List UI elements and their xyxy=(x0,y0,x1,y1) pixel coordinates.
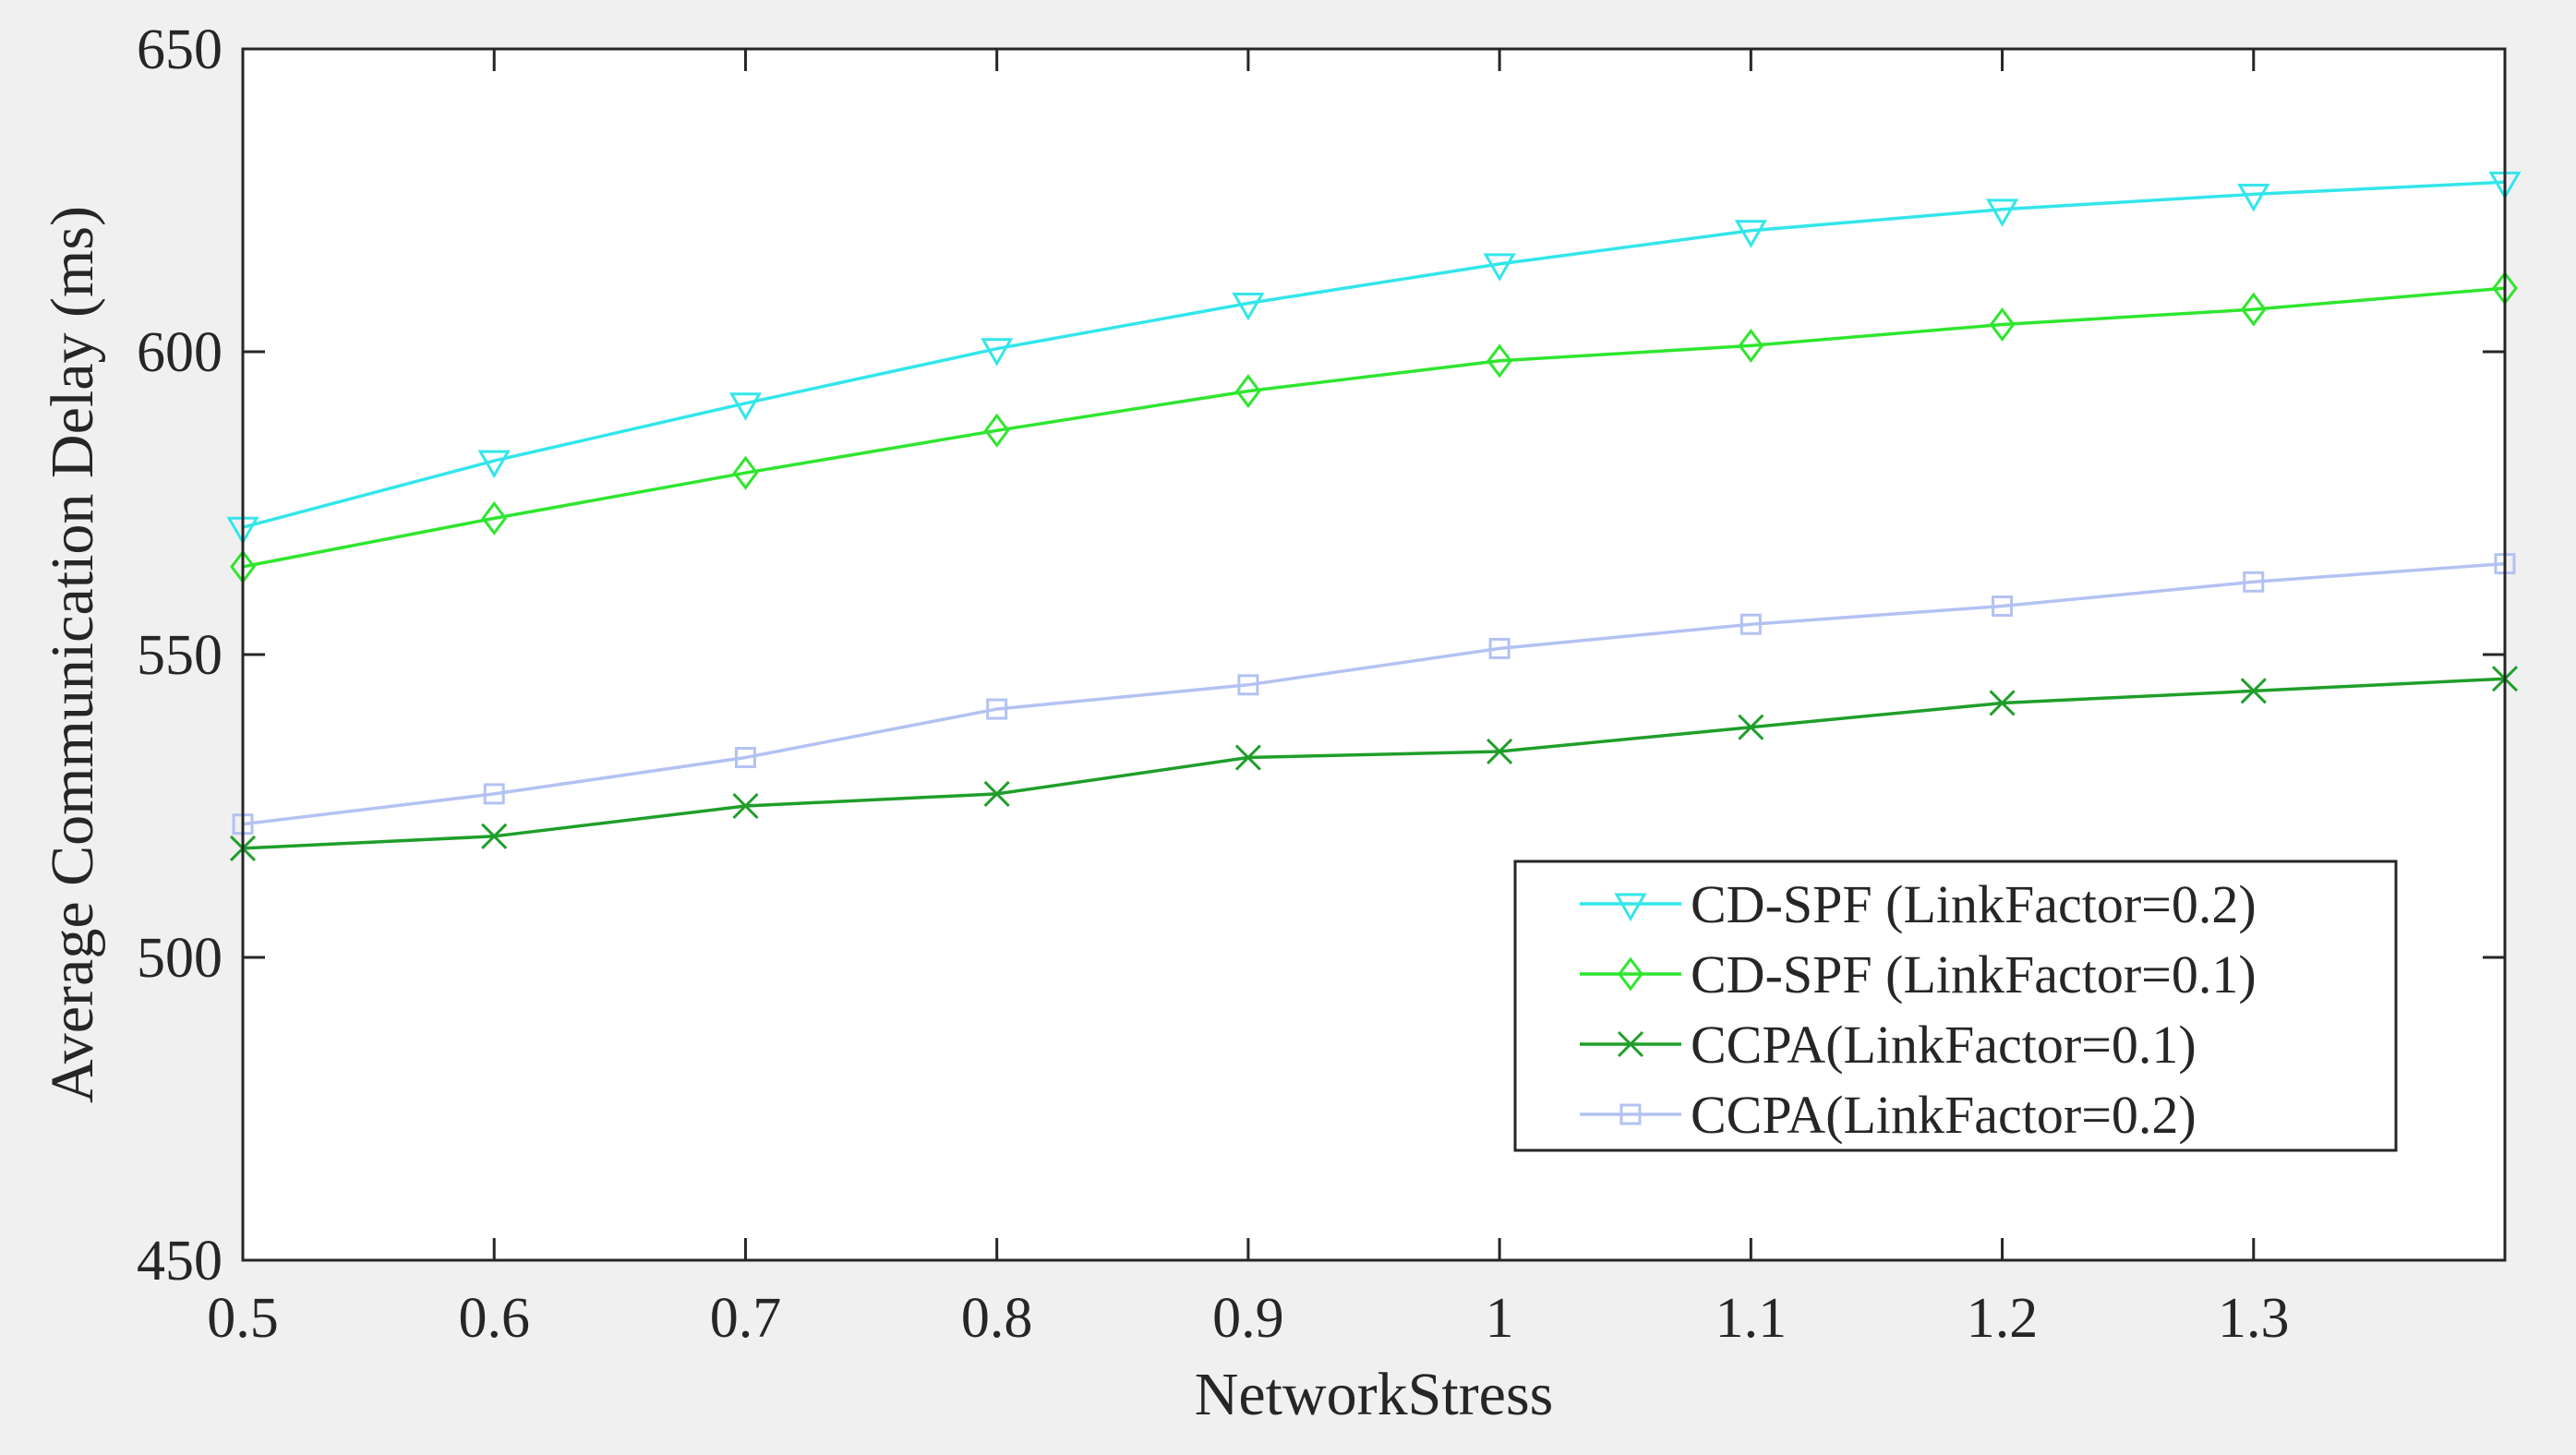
y-tick-label: 600 xyxy=(137,321,223,384)
data-point xyxy=(981,338,1014,367)
series xyxy=(226,171,2522,546)
data-point xyxy=(732,455,759,490)
data-point xyxy=(983,780,1010,807)
legend-marker xyxy=(1617,1030,1644,1058)
data-point xyxy=(483,783,505,805)
data-point xyxy=(1734,220,1767,248)
data-point xyxy=(734,747,756,769)
legend-label: CD-SPF (LinkFactor=0.1) xyxy=(1691,944,2257,1004)
data-point xyxy=(1738,714,1764,740)
data-point xyxy=(1739,613,1762,635)
x-tick-label: 0.6 xyxy=(458,1287,530,1350)
data-point xyxy=(2237,183,2270,212)
x-tick-label: 1.3 xyxy=(2218,1287,2290,1350)
data-point xyxy=(1237,674,1259,696)
x-tick-label: 0.7 xyxy=(710,1287,782,1350)
x-tick-label: 1 xyxy=(1486,1287,1514,1350)
legend-item: CCPA(LinkFactor=0.1) xyxy=(1580,1015,2197,1075)
series-line xyxy=(242,286,2506,569)
y-tick-label: 500 xyxy=(137,927,223,990)
series-layer xyxy=(226,171,2522,861)
data-point xyxy=(477,450,511,479)
legend-box xyxy=(1513,860,2398,1152)
legend-label: CCPA(LinkFactor=0.1) xyxy=(1691,1015,2197,1075)
data-point xyxy=(2240,292,2267,327)
x-tick-label: 0.9 xyxy=(1212,1287,1284,1350)
data-point xyxy=(2240,678,2267,704)
y-tick-label: 650 xyxy=(137,18,223,81)
legend-item: CD-SPF (LinkFactor=0.2) xyxy=(1580,874,2257,934)
series xyxy=(229,666,2519,861)
x-tick-label: 1.1 xyxy=(1715,1287,1788,1350)
data-point xyxy=(1483,253,1516,282)
data-point xyxy=(1487,343,1512,379)
legend-item: CCPA(LinkFactor=0.2) xyxy=(1580,1085,2197,1145)
data-point xyxy=(1232,293,1265,321)
legend-marker xyxy=(1619,1103,1642,1125)
data-point xyxy=(1738,328,1764,363)
legend-marker xyxy=(1614,893,1647,922)
y-axis-label: Average Communication Delay (ms) xyxy=(39,206,106,1103)
data-point xyxy=(2243,571,2265,593)
legend-item: CD-SPF (LinkFactor=0.1) xyxy=(1580,944,2257,1004)
data-point xyxy=(1989,690,2016,716)
data-point xyxy=(481,823,508,849)
legend: CD-SPF (LinkFactor=0.2) CD-SPF (LinkFacto… xyxy=(1513,860,2398,1152)
legend-marker xyxy=(1618,956,1643,992)
data-point xyxy=(732,792,759,820)
data-point xyxy=(481,500,508,535)
x-tick-label: 0.8 xyxy=(961,1287,1033,1350)
data-point xyxy=(1235,374,1261,409)
data-point xyxy=(1992,595,2014,618)
x-tick-label: 0.5 xyxy=(207,1287,279,1350)
data-point xyxy=(1985,198,2019,227)
data-point xyxy=(1989,307,2016,342)
ticks-layer: 0.5 0.6 0.7 0.8 0.9 1 1.1 1.2 1.3 450 500 550 600 650 xyxy=(137,18,2505,1350)
y-tick-label: 550 xyxy=(137,624,223,687)
data-point xyxy=(983,413,1010,448)
data-point xyxy=(1488,637,1511,659)
series-line xyxy=(242,677,2506,850)
data-point xyxy=(728,392,763,421)
x-tick-label: 1.2 xyxy=(1967,1287,2039,1350)
series-line xyxy=(242,561,2506,826)
x-axis-label: NetworkStress xyxy=(1195,1361,1554,1428)
legend-label: CD-SPF (LinkFactor=0.2) xyxy=(1691,874,2257,934)
series-line xyxy=(242,180,2506,529)
data-point xyxy=(1234,744,1261,771)
data-point xyxy=(986,698,1008,720)
legend-label: CCPA(LinkFactor=0.2) xyxy=(1691,1085,2197,1145)
y-tick-label: 450 xyxy=(137,1230,223,1293)
data-point xyxy=(1487,738,1513,765)
